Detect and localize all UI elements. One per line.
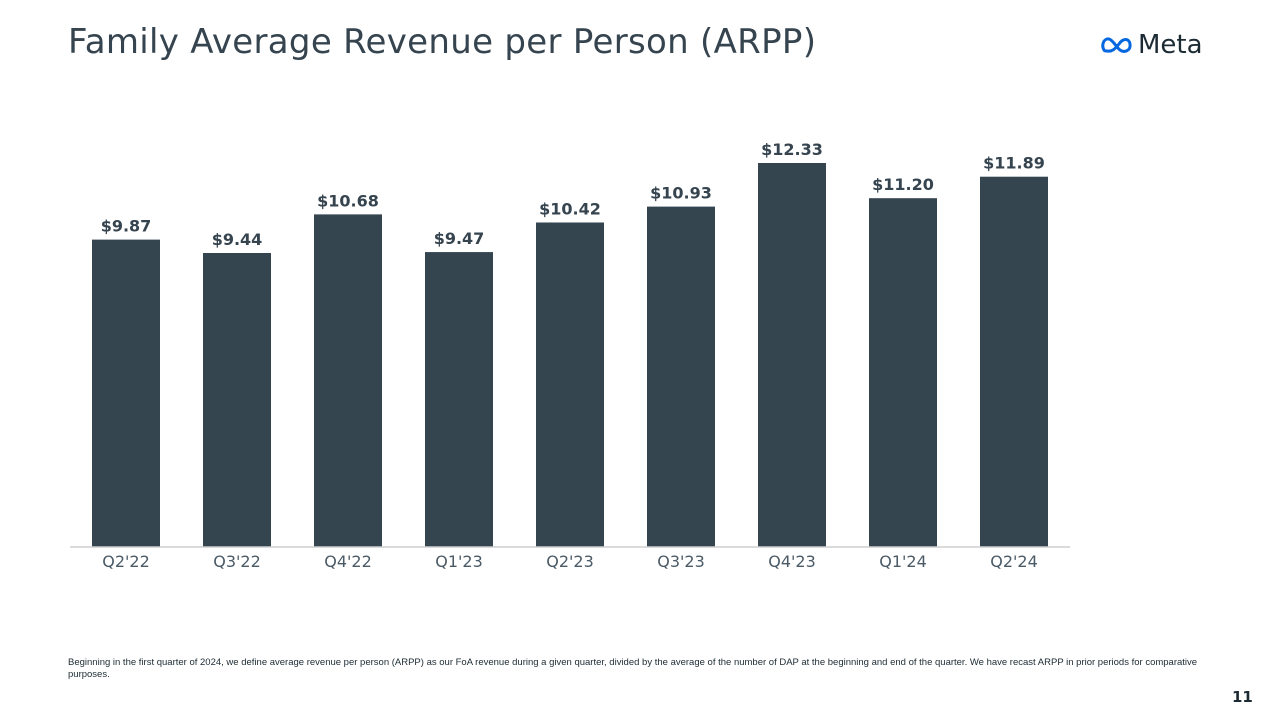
x-tick-label-4: Q2'23 — [546, 552, 594, 571]
data-label-2: $10.68 — [317, 191, 379, 210]
bar-7 — [869, 198, 937, 548]
meta-logo: Meta — [1100, 30, 1203, 60]
x-tick-label-2: Q4'22 — [324, 552, 372, 571]
data-label-5: $10.93 — [650, 184, 712, 203]
bar-3 — [425, 252, 493, 547]
x-tick-label-8: Q2'24 — [990, 552, 1038, 571]
data-label-6: $12.33 — [761, 140, 823, 159]
data-label-1: $9.44 — [212, 230, 263, 249]
bar-4 — [536, 222, 604, 547]
page-number: 11 — [1232, 688, 1253, 706]
data-label-7: $11.20 — [872, 175, 934, 194]
bar-2 — [314, 214, 382, 547]
meta-infinity-icon — [1101, 37, 1132, 53]
x-tick-label-0: Q2'22 — [102, 552, 150, 571]
x-tick-label-6: Q4'23 — [768, 552, 816, 571]
bar-0 — [92, 239, 160, 547]
bar-6 — [758, 163, 826, 547]
x-tick-label-3: Q1'23 — [435, 552, 483, 571]
data-label-8: $11.89 — [983, 154, 1045, 173]
data-label-3: $9.47 — [434, 229, 485, 248]
logo-text: Meta — [1138, 30, 1203, 60]
bar-5 — [647, 206, 715, 547]
bar-8 — [980, 176, 1048, 547]
x-tick-label-5: Q3'23 — [657, 552, 705, 571]
bar-1 — [203, 253, 271, 547]
bar-chart: $9.87 Q2'22 $9.44 Q3'22 $10.68 Q4'22 $9.47 Q1'2… — [70, 140, 1070, 571]
data-label-4: $10.42 — [539, 199, 601, 218]
x-tick-label-1: Q3'22 — [213, 552, 261, 571]
footnote: Beginning in the first quarter of 2024, … — [68, 657, 1198, 680]
x-tick-label-7: Q1'24 — [879, 552, 927, 571]
data-label-0: $9.87 — [101, 217, 152, 236]
page-title: Family Average Revenue per Person (ARPP) — [68, 22, 817, 62]
